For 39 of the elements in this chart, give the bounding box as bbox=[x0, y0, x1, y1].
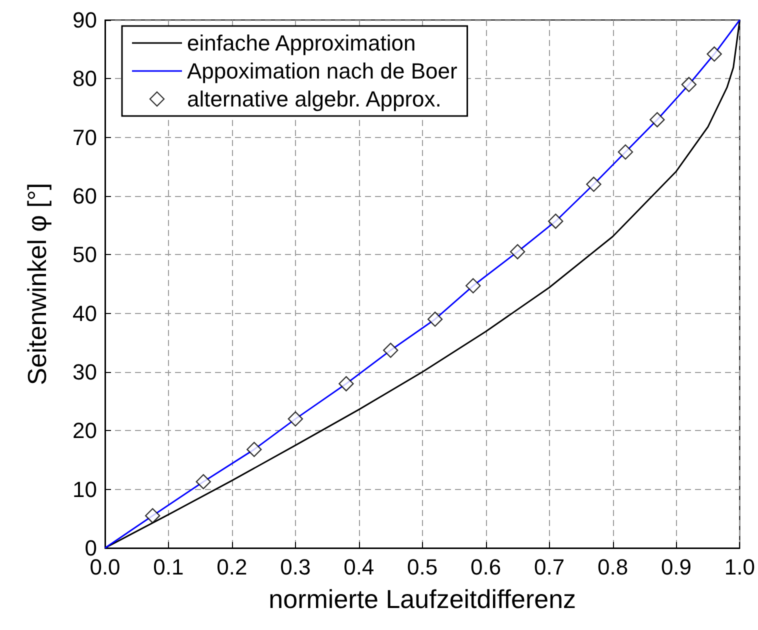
point bbox=[427, 312, 443, 327]
point bbox=[383, 342, 398, 358]
y-tick-label: 50 bbox=[72, 242, 97, 268]
point bbox=[706, 46, 722, 62]
point bbox=[246, 442, 262, 458]
point bbox=[510, 244, 526, 260]
x-tick-label: 0.1 bbox=[153, 554, 184, 580]
point bbox=[196, 474, 211, 490]
x-tick-label: 0.4 bbox=[344, 554, 374, 580]
y-tick-label: 80 bbox=[72, 66, 97, 92]
legend-label: alternative algebr. Approx. bbox=[187, 86, 442, 112]
y-tick-label: 40 bbox=[72, 300, 97, 326]
x-tick-label: 0.2 bbox=[216, 554, 248, 580]
y-tick-label: 10 bbox=[72, 476, 97, 502]
y-tick-label: 20 bbox=[72, 418, 97, 444]
point bbox=[145, 508, 160, 524]
point bbox=[586, 176, 602, 192]
point bbox=[288, 411, 304, 427]
y-tick-label: 30 bbox=[72, 360, 97, 384]
point bbox=[466, 278, 481, 294]
y-tick-label: 90 bbox=[72, 8, 97, 32]
y-axis-title: Seitenwinkel φ [°] bbox=[22, 182, 52, 386]
point bbox=[650, 112, 665, 128]
point bbox=[681, 76, 697, 92]
x-axis-title: normierte Laufzeitdifferenz bbox=[268, 584, 576, 614]
point bbox=[338, 376, 354, 392]
x-tick-label: 0.9 bbox=[660, 554, 692, 580]
y-tick-label: 70 bbox=[72, 124, 97, 150]
x-tick-label: 0.3 bbox=[280, 554, 311, 580]
point bbox=[618, 144, 634, 160]
y-tick-label: 60 bbox=[72, 184, 97, 208]
legend-label: einfache Approximation bbox=[187, 30, 416, 56]
legend-label: Appoximation nach de Boer bbox=[187, 58, 458, 84]
x-tick-label: 0.6 bbox=[470, 554, 502, 580]
x-tick-label: 1.0 bbox=[724, 554, 756, 580]
x-tick-label: 0.7 bbox=[534, 554, 565, 580]
x-tick-label: 0.5 bbox=[407, 554, 438, 580]
x-tick-label: 0.8 bbox=[597, 554, 628, 580]
point bbox=[548, 214, 564, 229]
